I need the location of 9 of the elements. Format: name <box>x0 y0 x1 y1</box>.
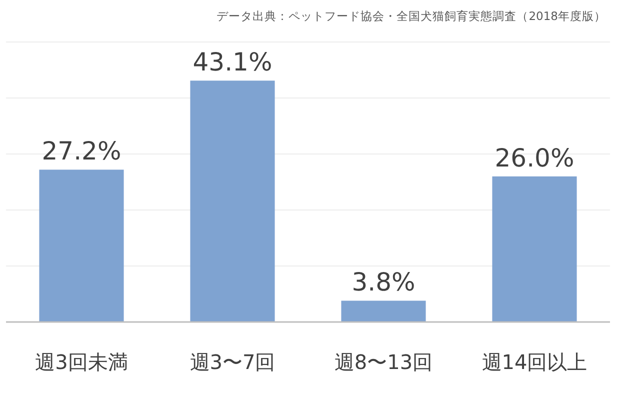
data-label: 26.0% <box>494 143 574 172</box>
x-tick: 週3回未満 <box>35 350 128 374</box>
x-tick: 週3〜7回 <box>190 350 276 374</box>
data-label: 27.2% <box>42 136 122 166</box>
data-label: 43.1% <box>192 48 272 77</box>
data-label: 3.8% <box>352 268 416 297</box>
x-tick: 週14回以上 <box>482 350 588 374</box>
x-tick: 週8〜13回 <box>334 350 433 374</box>
annotation: データ出典：ペットフード協会・全国犬猫飼育実態調査（2018年度版） <box>216 9 606 23</box>
